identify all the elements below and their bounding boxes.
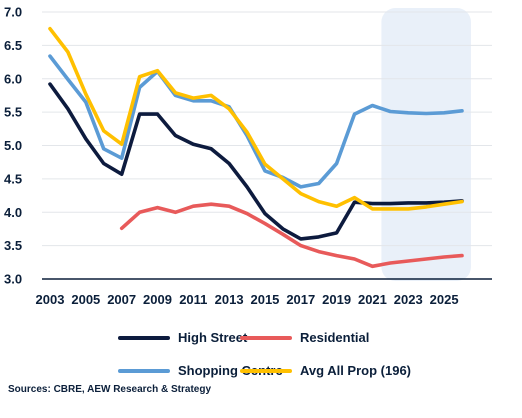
x-tick-label: 2025 <box>430 292 459 307</box>
series-line-high-street <box>48 82 464 241</box>
y-tick-label: 6.5 <box>4 38 22 53</box>
x-tick-label: 2011 <box>179 292 207 307</box>
series-line-residential <box>119 202 464 269</box>
legend-label-avg-all-prop: Avg All Prop (196) <box>300 363 412 378</box>
forecast-shade <box>381 8 471 281</box>
x-tick-label: 2007 <box>107 292 136 307</box>
legend-swatch-avg-all-prop <box>240 368 292 373</box>
legend-label-high-street: High Street <box>178 330 248 345</box>
x-tick-label: 2003 <box>36 292 65 307</box>
legend-label-shopping-centre: Shopping Centre <box>178 363 283 378</box>
x-axis-ticks: 2003 2005 2007 2009 2011 2013 2015 2017 2019 2021… <box>36 292 459 307</box>
gridlines <box>42 11 492 247</box>
x-tick-label: 2015 <box>250 292 279 307</box>
x-tick-label: 2013 <box>215 292 244 307</box>
series-line-shopping-centre <box>48 54 464 189</box>
y-tick-label: 4.0 <box>4 205 22 220</box>
y-tick-label: 5.5 <box>4 105 22 120</box>
x-tick-label: 2021 <box>358 292 387 307</box>
legend-item-high-street: High Street <box>118 330 247 345</box>
x-tick-label: 2019 <box>322 292 351 307</box>
y-tick-label: 5.0 <box>4 138 22 153</box>
source-note: Sources: CBRE, AEW Research & Strategy <box>8 384 212 395</box>
x-tick-label: 2023 <box>394 292 423 307</box>
y-axis-ticks: 3.0 3.5 4.0 4.5 5.0 5.5 6.0 6.5 7.0 <box>4 5 22 287</box>
line-chart: 3.0 3.5 4.0 4.5 5.0 5.5 6.0 6.5 7.0 2003 2005 2007… <box>4 5 492 307</box>
x-tick-label: 2005 <box>71 292 100 307</box>
legend-item-avg-all-prop: Avg All Prop (196) <box>240 363 411 378</box>
legend-swatch-shopping-centre <box>118 368 170 373</box>
x-tick-label: 2017 <box>286 292 315 307</box>
legend-label-residential: Residential <box>300 330 370 345</box>
legend-swatch-residential <box>240 335 292 340</box>
y-tick-label: 3.0 <box>4 272 22 287</box>
x-tick-label: 2009 <box>143 292 172 307</box>
series-line-avg-all-prop-196 <box>48 26 464 211</box>
legend-item-residential: Residential <box>240 330 369 345</box>
legend-swatch-high-street <box>118 335 170 340</box>
y-tick-label: 6.0 <box>4 71 22 86</box>
y-tick-label: 7.0 <box>4 5 22 20</box>
series-lines <box>48 26 464 269</box>
y-tick-label: 4.5 <box>4 171 22 186</box>
legend-item-shopping-centre: Shopping Centre <box>118 363 283 378</box>
legend: High Street Residential Shopping Centre … <box>0 318 522 378</box>
y-tick-label: 3.5 <box>4 238 22 253</box>
